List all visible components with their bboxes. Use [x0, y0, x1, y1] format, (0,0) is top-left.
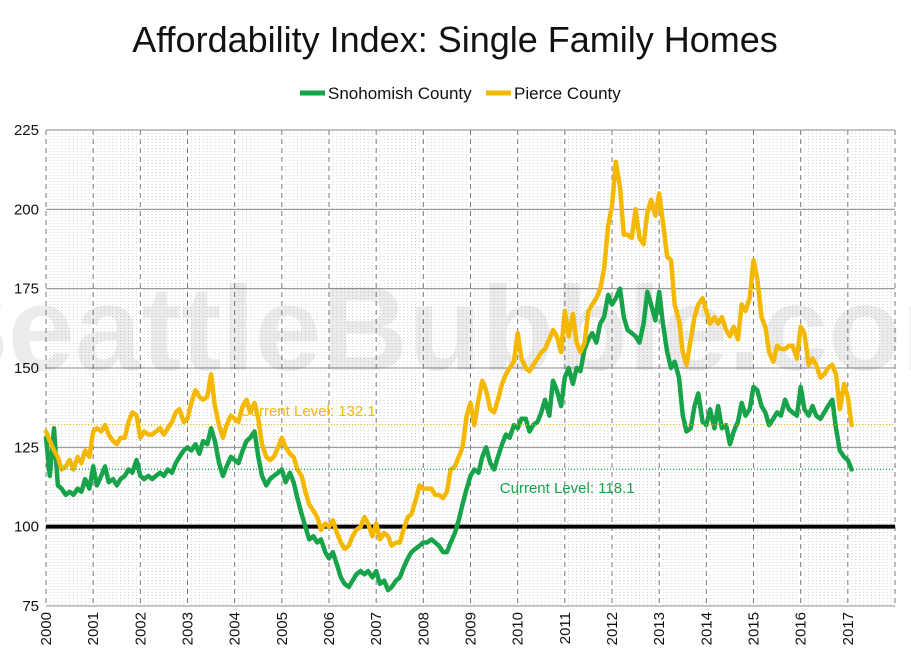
x-tick-label: 2013 [651, 612, 668, 645]
y-tick-label: 175 [14, 281, 39, 298]
x-tick-label: 2006 [321, 612, 338, 645]
current-level-label: Current Level: 118.1 [500, 480, 635, 497]
axis-layer: 75 100 125 150 175 200 225 2000 2001 2002 2003 2004… [14, 122, 857, 645]
series-layer [43, 159, 895, 593]
x-tick-label: 2009 [463, 612, 480, 645]
x-tick-label: 2016 [793, 612, 810, 645]
x-tick-label: 2017 [840, 612, 857, 645]
x-tick-label: 2012 [604, 612, 621, 645]
y-tick-label: 125 [14, 439, 39, 456]
legend-label-snohomish: Snohomish County [328, 84, 472, 103]
x-tick-label: 2001 [85, 612, 102, 645]
series-line [43, 286, 854, 593]
x-tick-label: 2000 [38, 612, 55, 645]
watermark-text: SeattleBubble.com [0, 262, 911, 396]
x-tick-label: 2004 [227, 612, 244, 645]
series-line [43, 159, 854, 552]
x-tick-label: 2015 [746, 612, 763, 645]
x-tick-label: 2002 [132, 612, 149, 645]
x-tick-label: 2007 [368, 612, 385, 645]
legend-label-pierce: Pierce County [514, 84, 621, 103]
x-tick-label: 2014 [698, 612, 715, 645]
y-tick-label: 75 [22, 598, 39, 615]
y-tick-label: 150 [14, 360, 39, 377]
x-tick-label: 2008 [415, 612, 432, 645]
annotation-layer: Current Level: 118.1 Current Level: 132.1 [46, 403, 895, 497]
x-tick-label: 2005 [274, 612, 291, 645]
y-tick-label: 200 [14, 201, 39, 218]
y-tick-label: 225 [14, 122, 39, 139]
x-tick-label: 2010 [510, 612, 527, 645]
x-tick-label: 2003 [180, 612, 197, 645]
x-tick-label: 2011 [557, 612, 574, 644]
chart-title: Affordability Index: Single Family Homes [132, 19, 778, 60]
y-tick-label: 100 [14, 519, 39, 536]
legend: Snohomish County Pierce County [300, 84, 621, 103]
current-level-label: Current Level: 132.1 [240, 403, 376, 420]
